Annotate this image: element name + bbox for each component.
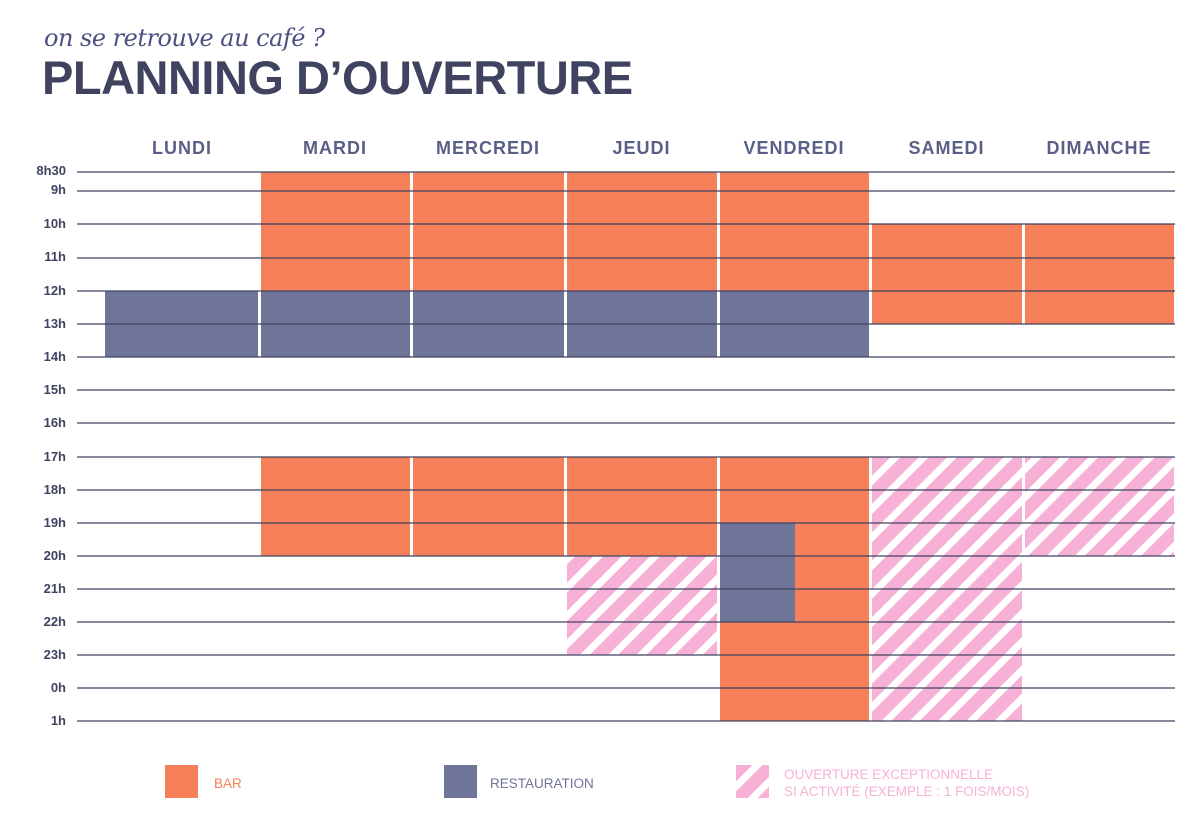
legend-exceptional-label-line2: SI ACTIVITÉ (EXEMPLE : 1 FOIS/MOIS) — [784, 784, 1029, 799]
slot-bar-dimanche — [1025, 224, 1174, 324]
grid-lines — [77, 171, 1175, 722]
hour-label: 17h — [44, 449, 66, 464]
hour-label: 16h — [44, 415, 66, 430]
hour-label: 21h — [44, 581, 66, 596]
legend: BAR RESTAURATION OUVERTURE EXCEPTIONNELL… — [165, 765, 1029, 799]
hour-label: 20h — [44, 548, 66, 563]
day-label-vendredi: VENDREDI — [743, 138, 844, 158]
legend-restauration-label: RESTAURATION — [490, 776, 594, 791]
hour-label: 23h — [44, 647, 66, 662]
hour-label: 9h — [51, 182, 66, 197]
day-label-samedi: SAMEDI — [908, 138, 984, 158]
slot-bar-mercredi — [413, 457, 564, 556]
slots-layer — [105, 172, 1174, 721]
slot-exceptional-jeudi — [567, 556, 717, 655]
hour-label: 10h — [44, 216, 66, 231]
hour-label: 22h — [44, 614, 66, 629]
day-label-lundi: LUNDI — [152, 138, 212, 158]
slot-restauration-vendredi — [720, 523, 795, 622]
hour-label: 12h — [44, 283, 66, 298]
slot-bar-jeudi — [567, 457, 717, 556]
hour-label: 15h — [44, 382, 66, 397]
hour-labels: 8h30 9h 10h 11h 12h 13h 14h 15h 16h 17h 18h 19h 20h 2… — [36, 163, 66, 728]
hour-label: 18h — [44, 482, 66, 497]
day-label-mardi: MARDI — [303, 138, 367, 158]
slot-exceptional-dimanche — [1025, 457, 1174, 556]
day-label-dimanche: DIMANCHE — [1047, 138, 1152, 158]
slot-bar-samedi — [872, 224, 1022, 324]
legend-bar-swatch — [165, 765, 198, 798]
hour-label: 14h — [44, 349, 66, 364]
hour-label: 13h — [44, 316, 66, 331]
slot-bar-vendredi — [720, 172, 869, 291]
day-label-mercredi: MERCREDI — [436, 138, 540, 158]
legend-exceptional-label-line1: OUVERTURE EXCEPTIONNELLE — [784, 767, 993, 782]
legend-restauration-swatch — [444, 765, 477, 798]
hour-label: 0h — [51, 680, 66, 695]
slot-bar-mardi — [261, 457, 410, 556]
hour-label: 11h — [44, 249, 66, 264]
slot-bar-mardi — [261, 172, 410, 291]
slot-bar-mercredi — [413, 172, 564, 291]
page-title: PLANNING D’OUVERTURE — [42, 51, 633, 104]
legend-bar-label: BAR — [214, 776, 242, 791]
day-label-jeudi: JEUDI — [612, 138, 670, 158]
hour-label: 19h — [44, 515, 66, 530]
hour-label: 8h30 — [36, 163, 66, 178]
legend-exceptional-swatch — [736, 765, 769, 798]
slot-bar-jeudi — [567, 172, 717, 291]
day-labels: LUNDI MARDI MERCREDI JEUDI VENDREDI SAMEDI DIM… — [152, 138, 1152, 158]
hour-label: 1h — [51, 713, 66, 728]
tagline: on se retrouve au café ? — [44, 24, 325, 52]
